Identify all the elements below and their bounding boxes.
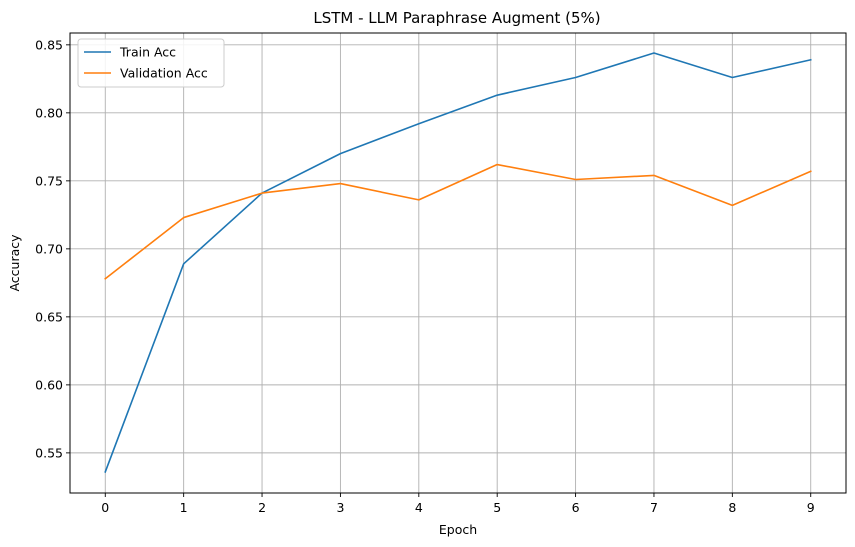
y-tick-label: 0.65 xyxy=(35,309,63,324)
x-axis-ticks: 0 1 2 3 4 5 6 7 8 9 xyxy=(101,493,815,515)
plot-area-frame xyxy=(69,32,847,494)
x-tick-label: 2 xyxy=(258,500,266,515)
y-tick-label: 0.80 xyxy=(35,105,63,120)
y-axis-ticks: 0.55 0.60 0.65 0.70 0.75 0.80 0.85 xyxy=(35,37,70,460)
grid-lines xyxy=(70,33,846,493)
x-tick-label: 0 xyxy=(101,500,109,515)
y-tick-label: 0.70 xyxy=(35,241,63,256)
x-tick-label: 9 xyxy=(807,500,815,515)
y-axis-label: Accuracy xyxy=(7,234,22,292)
legend-label-1: Validation Acc xyxy=(120,66,208,81)
x-tick-label: 1 xyxy=(180,500,188,515)
y-tick-label: 0.85 xyxy=(35,37,63,52)
x-tick-label: 8 xyxy=(728,500,736,515)
y-tick-label: 0.55 xyxy=(35,445,63,460)
y-tick-label: 0.75 xyxy=(35,173,63,188)
series-line-1 xyxy=(104,163,812,280)
chart-title: LSTM - LLM Paraphrase Augment (5%) xyxy=(313,9,600,27)
x-tick-label: 7 xyxy=(650,500,658,515)
x-tick-label: 6 xyxy=(572,500,580,515)
x-tick-label: 5 xyxy=(493,500,501,515)
series-line-0 xyxy=(104,52,812,473)
x-axis-label: Epoch xyxy=(439,522,477,537)
x-tick-label: 4 xyxy=(415,500,423,515)
legend-box xyxy=(77,38,225,88)
legend: Train Acc Validation Acc xyxy=(77,38,225,88)
legend-label-0: Train Acc xyxy=(119,45,176,60)
y-tick-label: 0.60 xyxy=(35,377,63,392)
series-lines xyxy=(104,52,812,473)
x-tick-label: 3 xyxy=(336,500,344,515)
